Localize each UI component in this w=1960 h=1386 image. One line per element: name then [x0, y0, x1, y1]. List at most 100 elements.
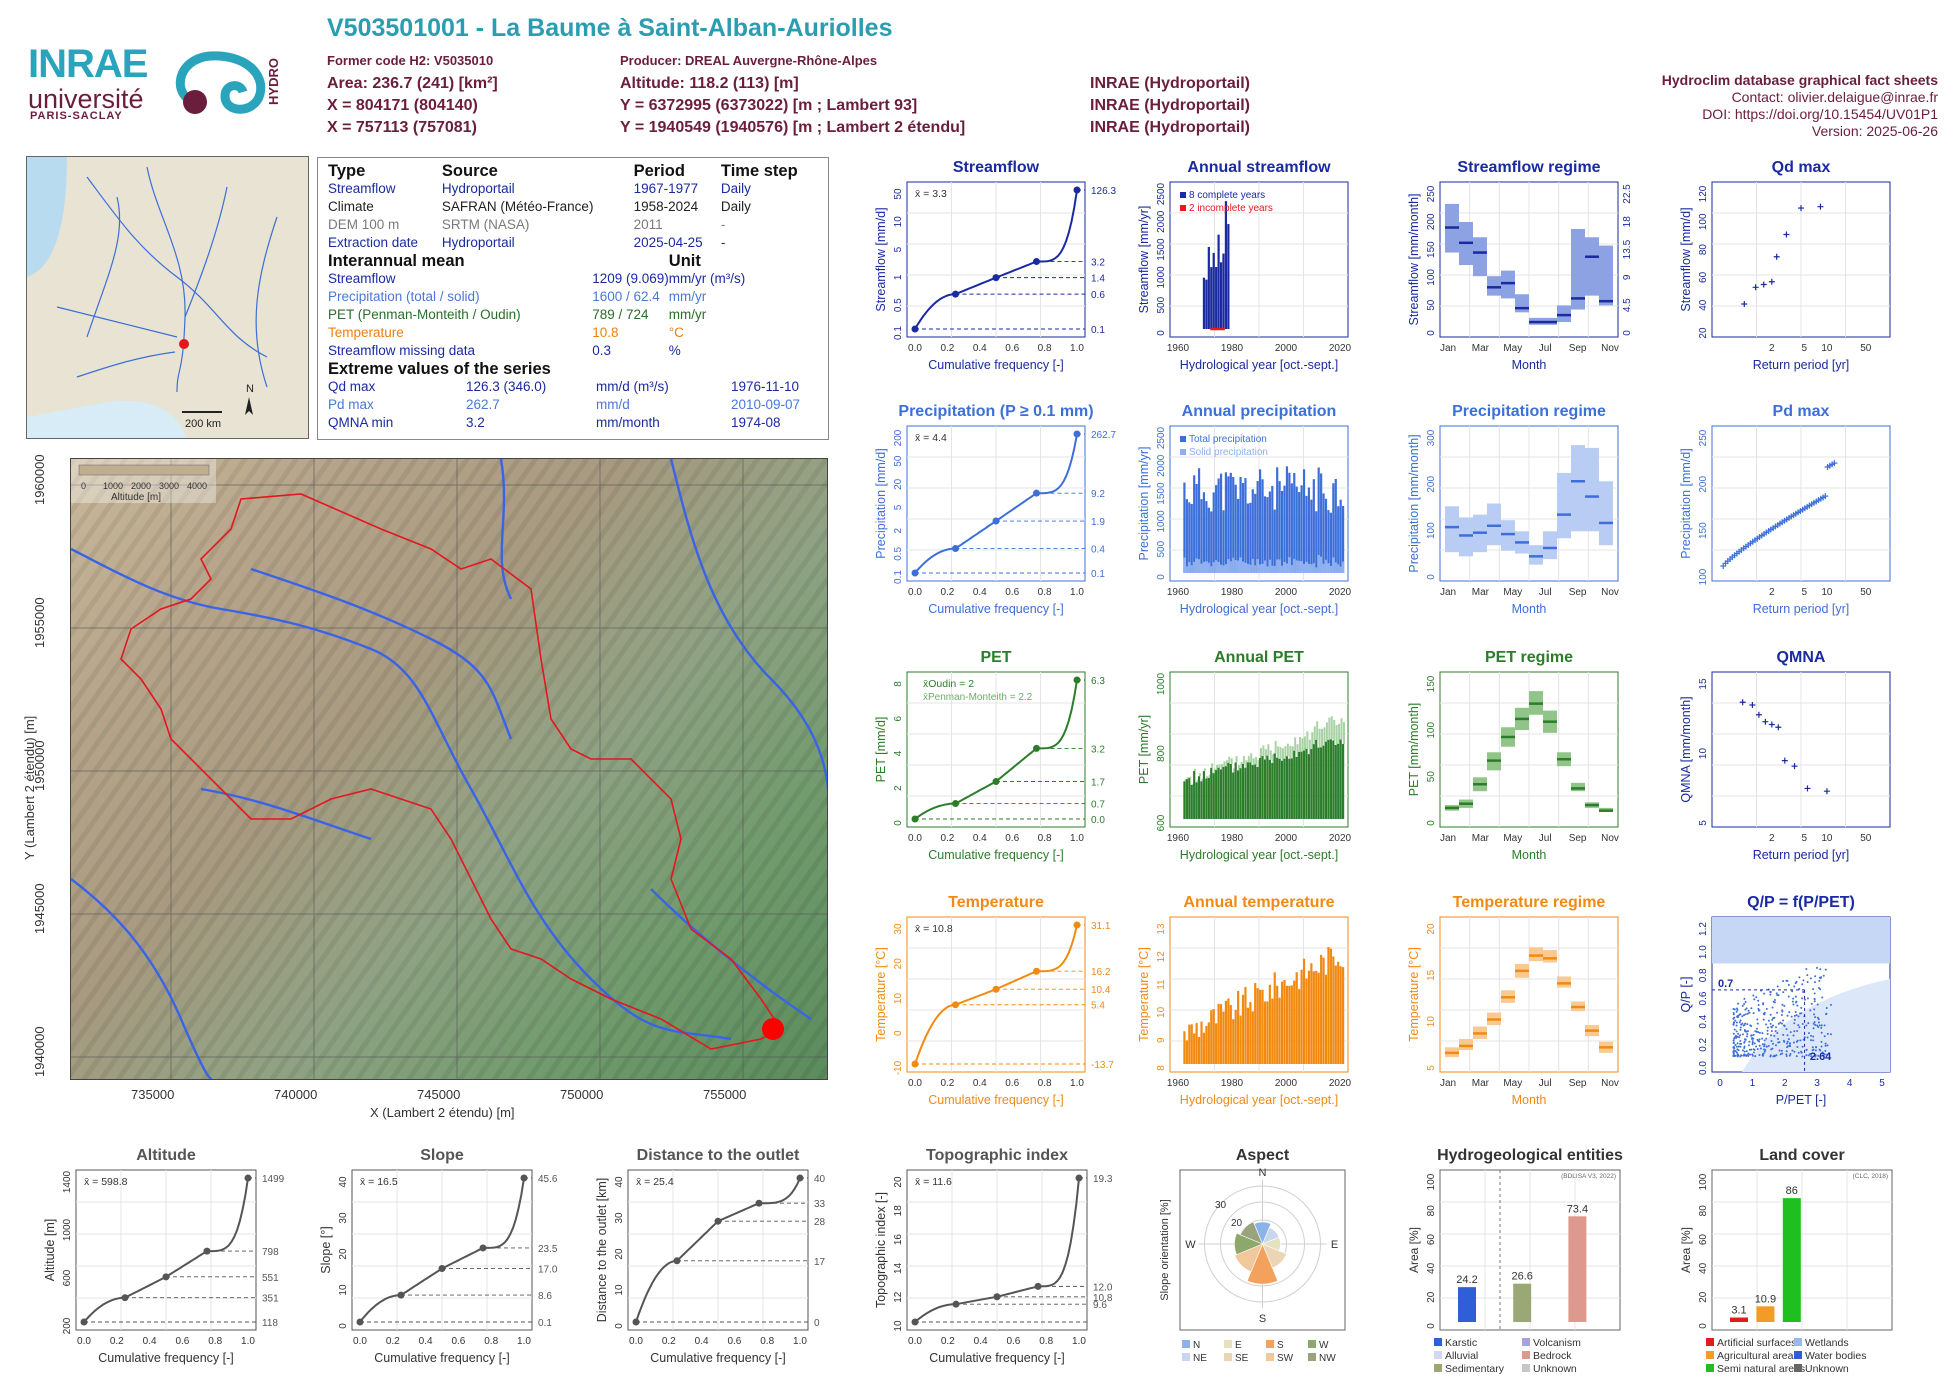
qp-point — [1800, 1012, 1803, 1015]
contact: Contact: olivier.delaigue@inrae.fr — [1731, 89, 1938, 105]
annual-bar-pm — [1233, 768, 1236, 773]
annual-bar-solid — [1307, 563, 1311, 573]
universite-logo: université — [28, 84, 144, 114]
annual-bar-solid — [1342, 561, 1345, 573]
bar-value-label: 86 — [1786, 1185, 1798, 1197]
x-tick-label: Mar — [1472, 833, 1490, 844]
annual-bar — [1232, 477, 1235, 573]
y-axis-label: QMNA [mm/month] — [1679, 696, 1693, 802]
annual-bar — [1329, 948, 1332, 1064]
legend-swatch — [1308, 1353, 1316, 1361]
qp-point — [1751, 1041, 1754, 1044]
annual-bar — [1183, 1031, 1186, 1064]
annual-bar — [1283, 485, 1286, 573]
y-tick-label: -10 — [893, 1060, 904, 1075]
altitude: Altitude: 118.2 (113) [m] — [620, 75, 799, 92]
annual-bar-solid — [1239, 557, 1242, 573]
annual-bar-solid — [1332, 557, 1335, 573]
annual-bar-solid — [1212, 562, 1215, 573]
qp-point — [1820, 976, 1823, 979]
annual-bar — [1290, 985, 1293, 1064]
y-axis-label: Precipitation [mm/d] — [874, 448, 888, 558]
annual-bar — [1302, 469, 1306, 573]
annual-bar — [1337, 961, 1340, 1064]
qp-point — [1735, 1010, 1738, 1013]
info-cell: Hydroportail — [441, 181, 515, 196]
qp-point — [1802, 979, 1805, 982]
mean-label: x̄ = 4.4 — [915, 432, 947, 444]
qp-point — [1763, 1043, 1766, 1046]
qp-point — [1797, 1015, 1800, 1018]
y-tick-label: 500 — [1156, 296, 1167, 313]
y-tick-label: 2000 — [1156, 210, 1167, 233]
legend-swatch — [1308, 1340, 1316, 1348]
annual-bar-pm — [1269, 750, 1272, 760]
x-tick-label: 1 — [1750, 1078, 1756, 1089]
annual-bar — [1215, 770, 1218, 819]
mean-label: x̄ = 16.5 — [360, 1176, 398, 1188]
bar-value-label: 10.9 — [1755, 1293, 1776, 1305]
legend-swatch — [1182, 1340, 1190, 1348]
qp-point — [1761, 1037, 1764, 1040]
qp-point — [1732, 1042, 1735, 1045]
annual-bar — [1268, 491, 1271, 573]
qp-point — [1763, 1039, 1766, 1042]
qp-point — [1752, 1051, 1755, 1054]
qp-point — [1785, 1054, 1788, 1057]
annual-bar — [1307, 487, 1311, 573]
x-tick-label: 0.2 — [940, 1078, 954, 1089]
x-tick-label: 0.8 — [1038, 587, 1052, 598]
qp-point — [1757, 1007, 1760, 1010]
qp-point — [1807, 1054, 1810, 1057]
y-tick-label: 0.5 — [893, 298, 904, 312]
regime-box — [1599, 245, 1613, 306]
qp-point — [1810, 1034, 1813, 1037]
qp-point — [1778, 1049, 1781, 1052]
annual-bar-solid — [1324, 559, 1328, 573]
info-cell: 1958-2024 — [633, 199, 699, 214]
y-tick-label: 10 — [893, 993, 904, 1005]
qp-point — [1734, 1054, 1737, 1057]
annual-bar — [1320, 747, 1323, 819]
qp-point — [1805, 1054, 1808, 1057]
x-axis-label: Hydrological year [oct.-sept.] — [1180, 358, 1338, 372]
qp-point — [1820, 1040, 1823, 1043]
extreme-date: 1976-11-10 — [731, 379, 800, 394]
x-axis-label: Cumulative frequency [-] — [929, 1351, 1064, 1365]
y2-tick-label: 4.5 — [1622, 298, 1633, 312]
qp-point — [1793, 985, 1796, 988]
annual-bar — [1219, 262, 1223, 329]
annual-bar — [1276, 467, 1279, 573]
qp-point — [1741, 1033, 1744, 1036]
annual-bar-solid — [1317, 554, 1320, 573]
legend-swatch — [1266, 1340, 1274, 1348]
y-axis-label: Temperature [°C] — [1407, 947, 1421, 1042]
annual-bar — [1188, 502, 1191, 573]
annual-bar-pm — [1308, 739, 1311, 755]
qp-top-band — [1712, 917, 1890, 964]
x-tick-label: 0.8 — [760, 1336, 774, 1347]
y-tick-label: 0 — [1426, 574, 1437, 580]
x-tick-label: 50 — [1860, 833, 1872, 844]
annual-bar — [1273, 753, 1276, 819]
legend-label: SW — [1277, 1353, 1294, 1364]
x-tick-label: May — [1503, 343, 1522, 354]
annual-bar-pm — [1330, 716, 1333, 740]
annual-bar — [1217, 767, 1220, 819]
qp-point — [1787, 983, 1790, 986]
qp-point — [1738, 1013, 1741, 1016]
qp-point — [1781, 1052, 1784, 1055]
x-tick-label: Jan — [1440, 1078, 1456, 1089]
annual-bar-pm — [1240, 762, 1243, 769]
north-label: N — [246, 383, 254, 395]
qp-label: 0.7 — [1718, 978, 1733, 990]
annual-bar-solid — [1259, 564, 1262, 573]
annual-bar-solid — [1298, 560, 1301, 573]
x-tick-label: 10 — [1821, 833, 1833, 844]
annual-bar-solid — [1295, 560, 1298, 573]
x-tick-label: 2000 — [1275, 833, 1298, 844]
qp-point — [1777, 1041, 1780, 1044]
qp-point — [1795, 1000, 1798, 1003]
annual-bar-solid — [1234, 560, 1237, 573]
x-tick-label: Jul — [1539, 343, 1552, 354]
